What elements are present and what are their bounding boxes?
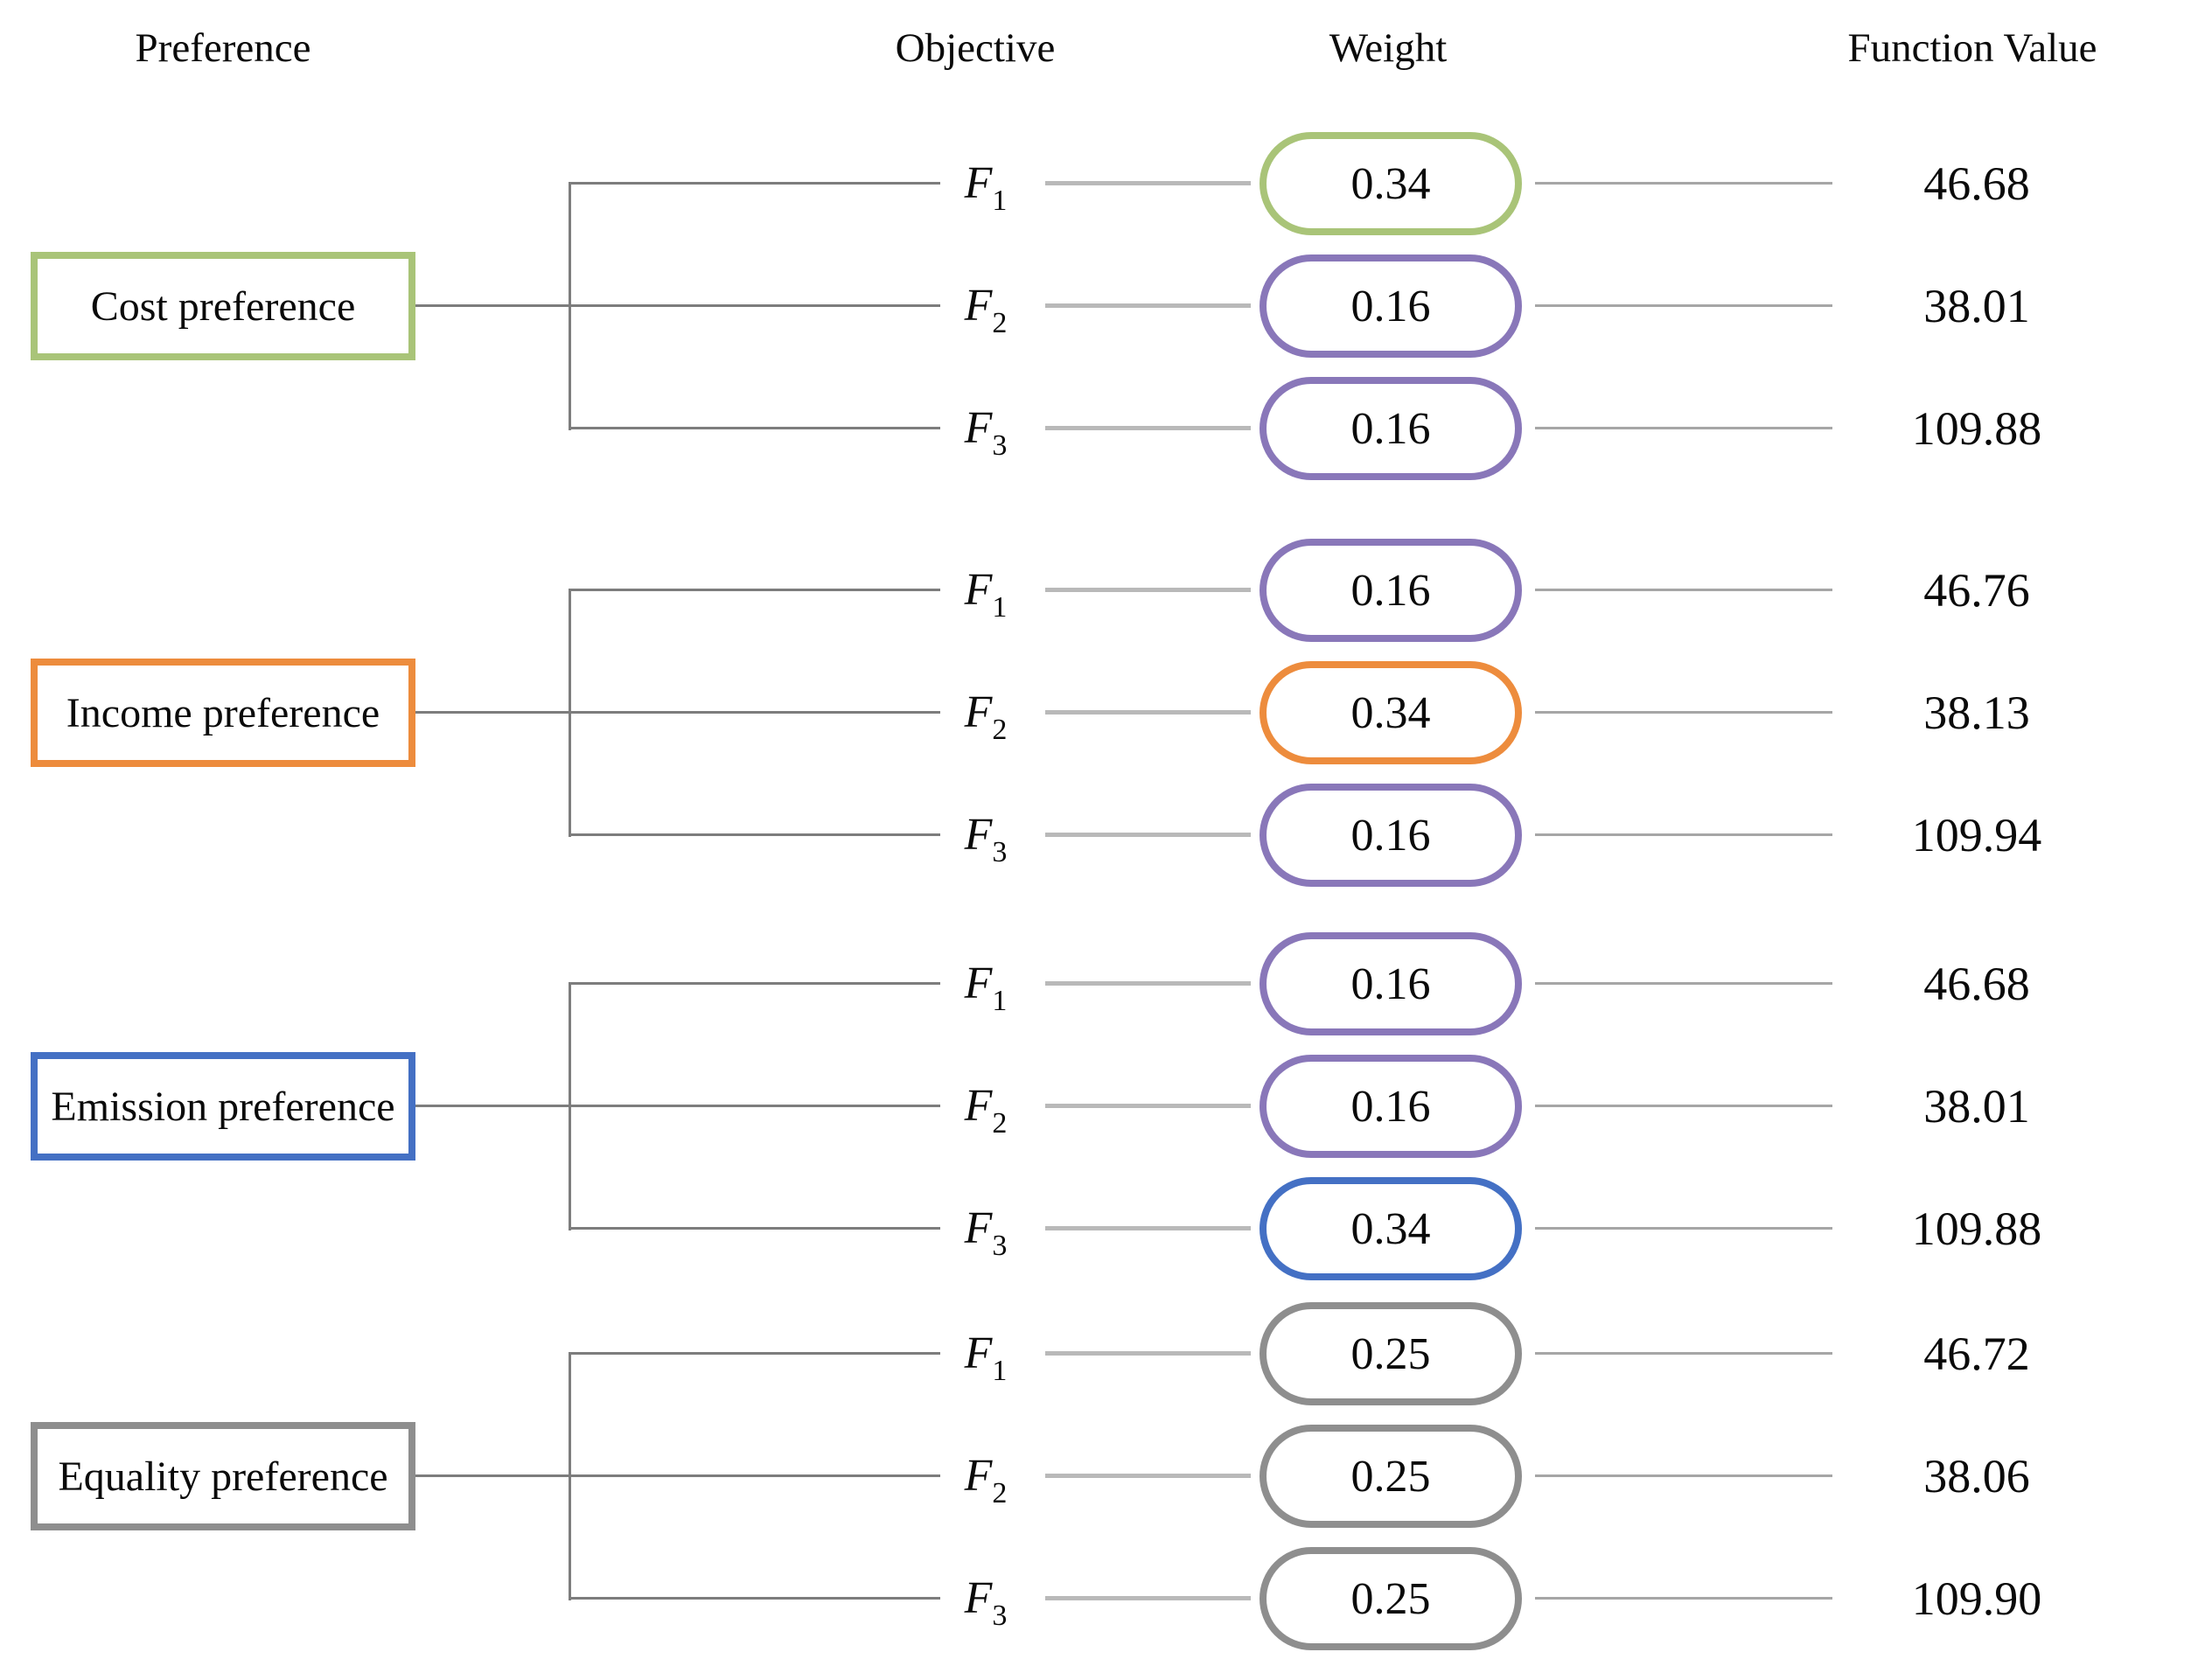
function-value: 38.13 — [1923, 687, 2030, 739]
objective-weight-line — [1045, 303, 1251, 308]
function-value: 46.68 — [1923, 958, 2030, 1010]
objective-label-f2: F2 — [964, 687, 1008, 746]
function-value: 46.72 — [1923, 1328, 2030, 1380]
objective-label-f2: F2 — [964, 1081, 1008, 1140]
column-header-function-value: Function Value — [1847, 25, 2097, 71]
branch-line — [569, 1597, 940, 1600]
weight-value-line — [1535, 1352, 1832, 1355]
weight-pill: 0.16 — [1260, 377, 1522, 480]
objective-label-f2: F2 — [964, 281, 1008, 339]
weight-pill: 0.25 — [1260, 1425, 1522, 1528]
objective-label-f2: F2 — [964, 1451, 1008, 1509]
weight-pill: 0.25 — [1260, 1547, 1522, 1650]
objective-weight-line — [1045, 181, 1251, 185]
bracket-stem — [415, 1474, 569, 1477]
function-value: 109.90 — [1911, 1572, 2042, 1625]
column-header-weight: Weight — [1329, 25, 1448, 71]
preference-box-cost: Cost preference — [31, 252, 415, 360]
function-value: 46.76 — [1923, 564, 2030, 617]
function-value: 38.01 — [1923, 280, 2030, 332]
objective-label-f3: F3 — [964, 810, 1008, 868]
weight-pill: 0.34 — [1260, 132, 1522, 235]
objective-weight-line — [1045, 588, 1251, 592]
branch-line — [569, 182, 940, 185]
weight-value-line — [1535, 1105, 1832, 1107]
branch-line — [569, 1352, 940, 1355]
preference-box-income: Income preference — [31, 659, 415, 767]
objective-weight-line — [1045, 1104, 1251, 1108]
preference-box-emission: Emission preference — [31, 1052, 415, 1161]
branch-line — [569, 982, 940, 985]
function-value: 38.06 — [1923, 1450, 2030, 1502]
weight-pill: 0.16 — [1260, 784, 1522, 887]
objective-weight-line — [1045, 981, 1251, 986]
objective-weight-line — [1045, 426, 1251, 430]
branch-line — [569, 1105, 940, 1107]
bracket-stem — [415, 1105, 569, 1107]
weight-value-line — [1535, 833, 1832, 836]
column-header-objective: Objective — [895, 25, 1056, 71]
weight-pill: 0.16 — [1260, 932, 1522, 1035]
objective-weight-line — [1045, 710, 1251, 715]
column-header-preference: Preference — [135, 25, 311, 71]
objective-weight-line — [1045, 1226, 1251, 1230]
objective-label-f3: F3 — [964, 403, 1008, 462]
bracket-stem — [415, 711, 569, 714]
objective-label-f3: F3 — [964, 1203, 1008, 1262]
objective-weight-line — [1045, 1474, 1251, 1478]
function-value: 38.01 — [1923, 1080, 2030, 1133]
weight-value-line — [1535, 1597, 1832, 1600]
weight-pill: 0.16 — [1260, 539, 1522, 642]
objective-weight-line — [1045, 833, 1251, 837]
branch-line — [569, 711, 940, 714]
function-value: 109.88 — [1911, 1202, 2042, 1255]
branch-line — [569, 427, 940, 429]
weight-pill: 0.16 — [1260, 254, 1522, 358]
weight-value-line — [1535, 982, 1832, 985]
objective-label-f3: F3 — [964, 1573, 1008, 1632]
weight-value-line — [1535, 711, 1832, 714]
bracket-stem — [415, 304, 569, 307]
branch-line — [569, 1227, 940, 1230]
weight-value-line — [1535, 304, 1832, 307]
objective-label-f1: F1 — [964, 959, 1008, 1017]
weight-value-line — [1535, 1474, 1832, 1477]
branch-line — [569, 1474, 940, 1477]
weight-pill: 0.25 — [1260, 1302, 1522, 1405]
weight-value-line — [1535, 589, 1832, 591]
objective-weight-line — [1045, 1351, 1251, 1356]
objective-weight-line — [1045, 1596, 1251, 1600]
function-value: 46.68 — [1923, 157, 2030, 210]
weight-value-line — [1535, 1227, 1832, 1230]
function-value: 109.94 — [1911, 809, 2042, 861]
objective-label-f1: F1 — [964, 565, 1008, 624]
weight-pill: 0.16 — [1260, 1055, 1522, 1158]
branch-line — [569, 589, 940, 591]
weight-pill: 0.34 — [1260, 1177, 1522, 1280]
objective-label-f1: F1 — [964, 158, 1008, 217]
function-value: 109.88 — [1911, 402, 2042, 455]
weight-value-line — [1535, 427, 1832, 429]
weight-value-line — [1535, 182, 1832, 185]
weight-pill: 0.34 — [1260, 661, 1522, 764]
preference-box-equality: Equality preference — [31, 1422, 415, 1530]
branch-line — [569, 833, 940, 836]
branch-line — [569, 304, 940, 307]
objective-label-f1: F1 — [964, 1328, 1008, 1387]
